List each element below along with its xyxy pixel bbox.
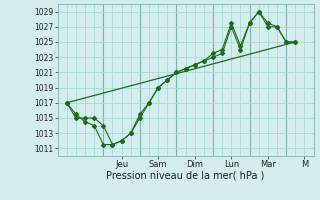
X-axis label: Pression niveau de la mer( hPa ): Pression niveau de la mer( hPa ) (107, 171, 265, 181)
